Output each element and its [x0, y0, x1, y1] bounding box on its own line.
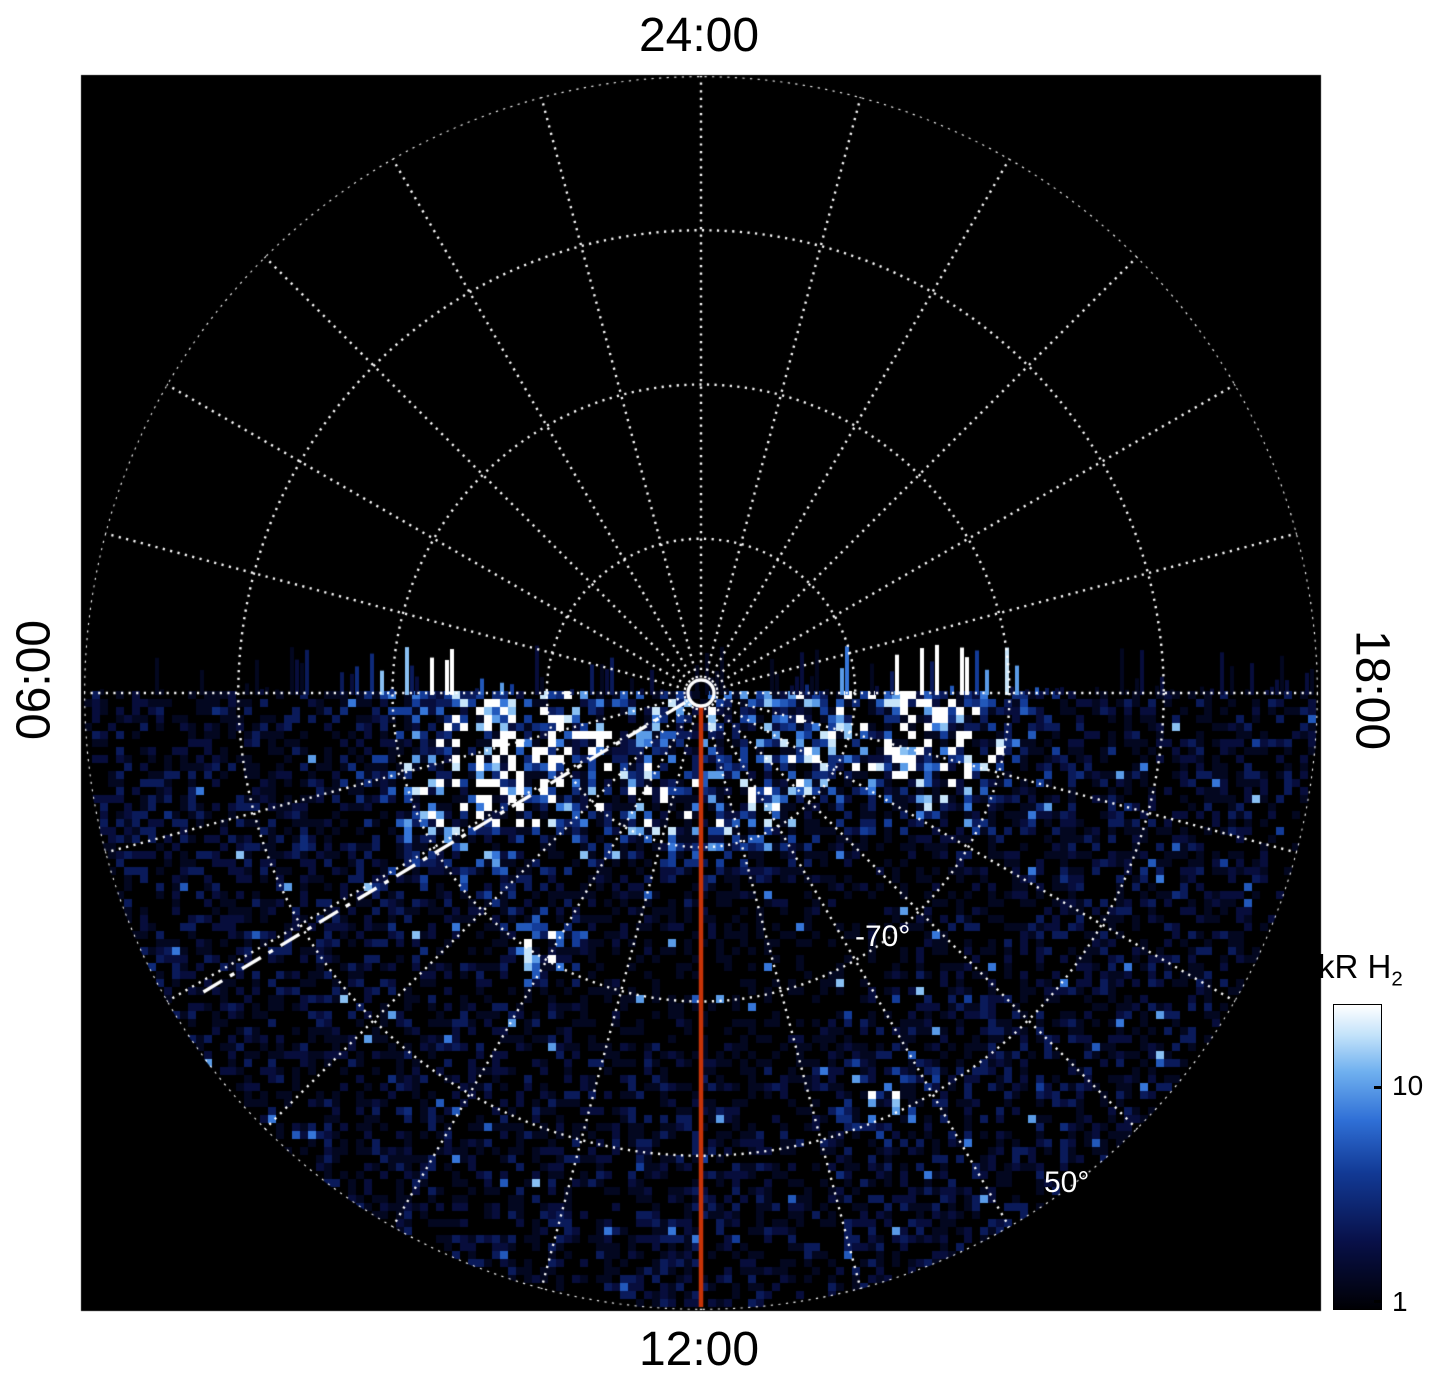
colorbar-title-main: kR H [1318, 948, 1392, 985]
colorbar-tick-mark-1 [1374, 1300, 1382, 1303]
colorbar [1333, 1004, 1382, 1310]
latitude-ring-label-50: 50° [1044, 1166, 1090, 1199]
colorbar-tick-label-10: 10 [1392, 1070, 1424, 1101]
latitude-ring-label-70: -70° [855, 920, 911, 953]
colorbar-title-sub: 2 [1391, 967, 1403, 991]
colorbar-tick-mark-10 [1374, 1086, 1382, 1089]
colorbar-gradient [1334, 1005, 1381, 1309]
time-label-2400: 24:00 [638, 9, 760, 62]
time-label-1200: 12:00 [638, 1323, 760, 1376]
colorbar-tick-label-1: 1 [1392, 1286, 1408, 1317]
time-label-1800: 18:00 [1345, 629, 1399, 751]
colorbar-title: kR H2 [1318, 948, 1403, 992]
time-label-0600: 06:00 [7, 619, 61, 741]
